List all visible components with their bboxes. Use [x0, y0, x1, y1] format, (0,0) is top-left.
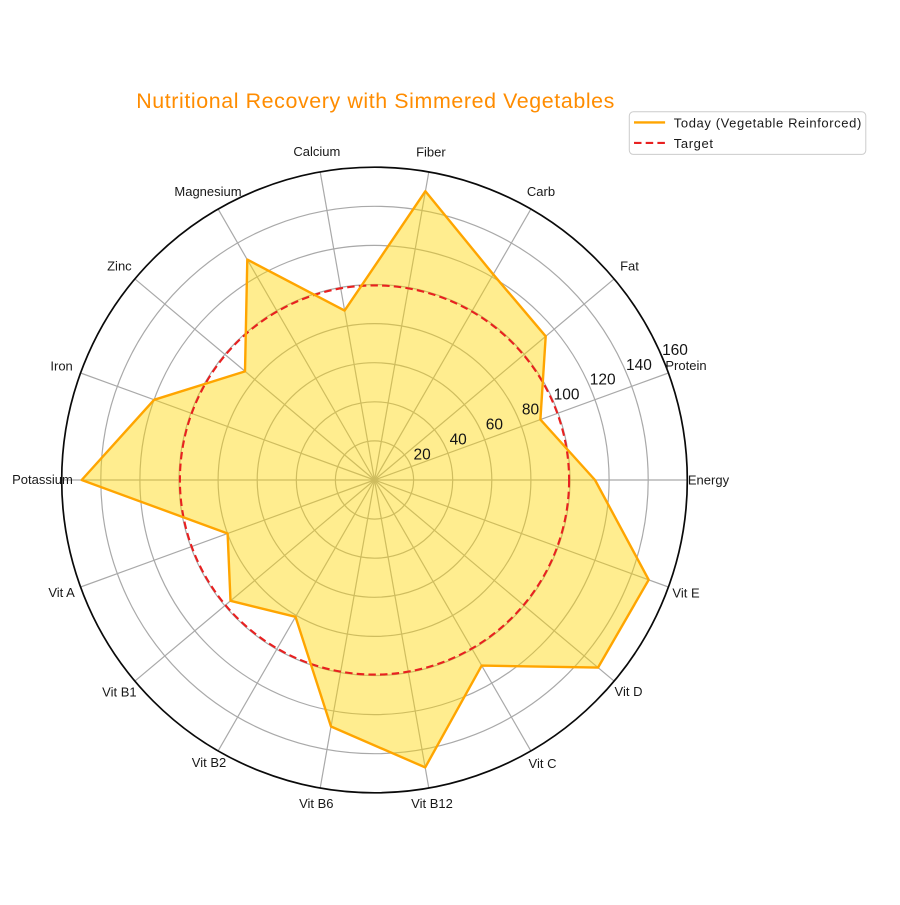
svg-text:Magnesium: Magnesium [174, 184, 241, 199]
svg-text:Vit B2: Vit B2 [192, 755, 226, 770]
svg-text:120: 120 [590, 372, 616, 389]
svg-text:Fat: Fat [620, 258, 639, 273]
svg-text:60: 60 [486, 417, 504, 434]
svg-text:40: 40 [450, 432, 468, 449]
svg-text:20: 20 [413, 447, 431, 464]
svg-text:Protein: Protein [665, 358, 706, 373]
svg-text:Vit B6: Vit B6 [299, 796, 333, 811]
svg-text:Iron: Iron [50, 359, 72, 374]
svg-text:Vit B12: Vit B12 [411, 796, 453, 811]
svg-text:160: 160 [662, 342, 688, 359]
svg-text:Vit B1: Vit B1 [102, 685, 136, 700]
svg-text:Target: Target [674, 136, 714, 151]
svg-text:Fiber: Fiber [416, 145, 446, 160]
svg-text:Energy: Energy [688, 473, 730, 488]
svg-text:Nutritional Recovery with Simm: Nutritional Recovery with Simmered Veget… [136, 89, 615, 113]
svg-text:Zinc: Zinc [107, 258, 132, 273]
svg-text:Vit A: Vit A [48, 585, 75, 600]
svg-text:Vit C: Vit C [529, 756, 557, 771]
svg-text:Today (Vegetable Reinforced): Today (Vegetable Reinforced) [674, 116, 862, 131]
svg-text:140: 140 [626, 357, 652, 374]
svg-text:Calcium: Calcium [293, 144, 340, 159]
svg-text:80: 80 [522, 402, 540, 419]
svg-text:100: 100 [554, 387, 580, 404]
svg-text:Vit D: Vit D [615, 684, 643, 699]
svg-text:Potassium: Potassium [12, 472, 73, 487]
svg-text:Vit E: Vit E [672, 585, 700, 600]
svg-text:Carb: Carb [527, 184, 555, 199]
